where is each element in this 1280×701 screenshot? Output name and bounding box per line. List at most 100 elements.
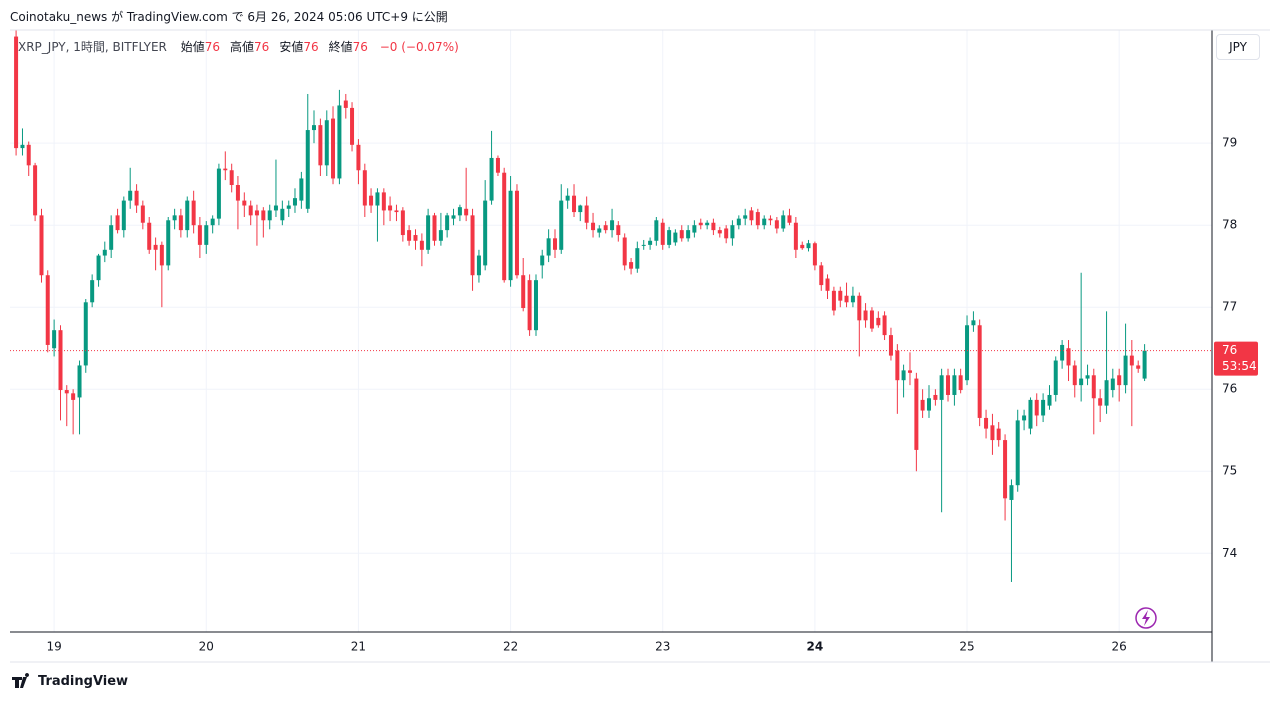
candle-body (343, 100, 348, 108)
legend-value: 76 (303, 40, 319, 54)
legend: XRP_JPY, 1時間, BITFLYER 始値76 高値76 安値76 終値76 … (18, 38, 459, 55)
candle-body (610, 220, 615, 231)
candle-body (901, 370, 906, 381)
candle-body (280, 208, 285, 221)
y-tick-label: 76 (1222, 382, 1237, 396)
candle-body (45, 275, 50, 345)
candle-body (83, 302, 88, 366)
candle-body (210, 218, 215, 226)
candle-body (204, 225, 209, 245)
candle-body (553, 238, 558, 250)
candle-body (331, 118, 336, 179)
candle-body (495, 157, 500, 173)
candle-body (115, 215, 120, 231)
x-tick-label: 24 (807, 640, 824, 654)
candle-body (305, 130, 310, 209)
candle-body (299, 178, 304, 201)
candle-body (819, 265, 824, 286)
countdown: 53:54 (1222, 359, 1257, 373)
candle-body (64, 390, 69, 394)
candle-body (876, 317, 881, 326)
candle-body (1053, 360, 1058, 395)
candle-body (438, 230, 443, 241)
y-tick-label: 78 (1222, 218, 1237, 232)
candle-body (147, 222, 152, 250)
candle-body (514, 190, 519, 276)
candle-body (762, 218, 767, 226)
candle-body (717, 230, 722, 234)
candle-body (977, 325, 982, 418)
candle-body (26, 144, 31, 166)
candle-body (825, 278, 830, 291)
candle-body (660, 222, 665, 245)
candle-body (965, 325, 970, 381)
y-tick-label: 79 (1222, 136, 1237, 150)
currency-button[interactable]: JPY (1216, 34, 1260, 60)
candle-body (381, 192, 386, 211)
candle-body (679, 230, 684, 239)
last-price-box (1214, 341, 1258, 376)
candle-body (1072, 365, 1077, 386)
candle-body (483, 200, 488, 266)
candle-body (831, 290, 836, 311)
candle-body (863, 310, 868, 321)
candle-body (806, 243, 811, 249)
candle-body (984, 417, 989, 429)
candle-body (248, 205, 253, 216)
candle-body (1022, 415, 1027, 421)
candle-body (1015, 420, 1020, 486)
candle-body (920, 399, 925, 411)
candle-body (166, 220, 171, 266)
candle-body (990, 425, 995, 441)
candle-body (521, 275, 526, 309)
candle-body (140, 205, 145, 223)
candle-body (1091, 375, 1096, 399)
candle-body (71, 393, 76, 400)
candle-body (489, 157, 494, 201)
x-tick-label: 26 (1112, 640, 1127, 654)
candle-body (946, 375, 951, 395)
candle-body (926, 398, 931, 411)
candle-body (102, 249, 107, 256)
candle-body (96, 255, 101, 281)
candle-body (559, 200, 564, 250)
candle-body (958, 375, 963, 391)
candle-body (1028, 399, 1033, 429)
candle-body (1110, 378, 1115, 391)
candle-body (369, 195, 374, 206)
candle-body (350, 107, 355, 145)
symbol: XRP_JPY, 1時間, BITFLYER (18, 40, 167, 54)
x-tick-label: 19 (46, 640, 61, 654)
candle-body (216, 168, 221, 219)
candle-body (705, 222, 710, 226)
candle-body (616, 225, 621, 236)
candles (10, 30, 1212, 582)
x-tick-label: 25 (959, 640, 974, 654)
candle-body (191, 200, 196, 226)
candle-body (375, 192, 380, 206)
x-tick-label: 22 (503, 640, 518, 654)
y-tick-label: 74 (1222, 546, 1237, 560)
candle-body (1066, 348, 1071, 366)
candle-body (698, 222, 703, 226)
candle-body (546, 238, 551, 256)
alert-icon[interactable] (1135, 607, 1157, 629)
candle-body (527, 280, 532, 331)
candle-body (1129, 355, 1134, 366)
candle-body (629, 262, 634, 269)
candle-body (267, 210, 272, 221)
candle-body (1041, 399, 1046, 416)
candle-body (755, 212, 760, 226)
grid (10, 30, 1212, 632)
legend-label: 終値 (328, 40, 353, 54)
candle-body (1104, 380, 1109, 406)
candle-body (1034, 399, 1039, 416)
candle-body (470, 215, 475, 276)
candle-body (121, 200, 126, 231)
candle-body (337, 105, 342, 179)
candle-body (686, 230, 691, 239)
candle-body (1117, 375, 1122, 386)
candle-body (971, 320, 976, 326)
candle-body (153, 244, 158, 250)
